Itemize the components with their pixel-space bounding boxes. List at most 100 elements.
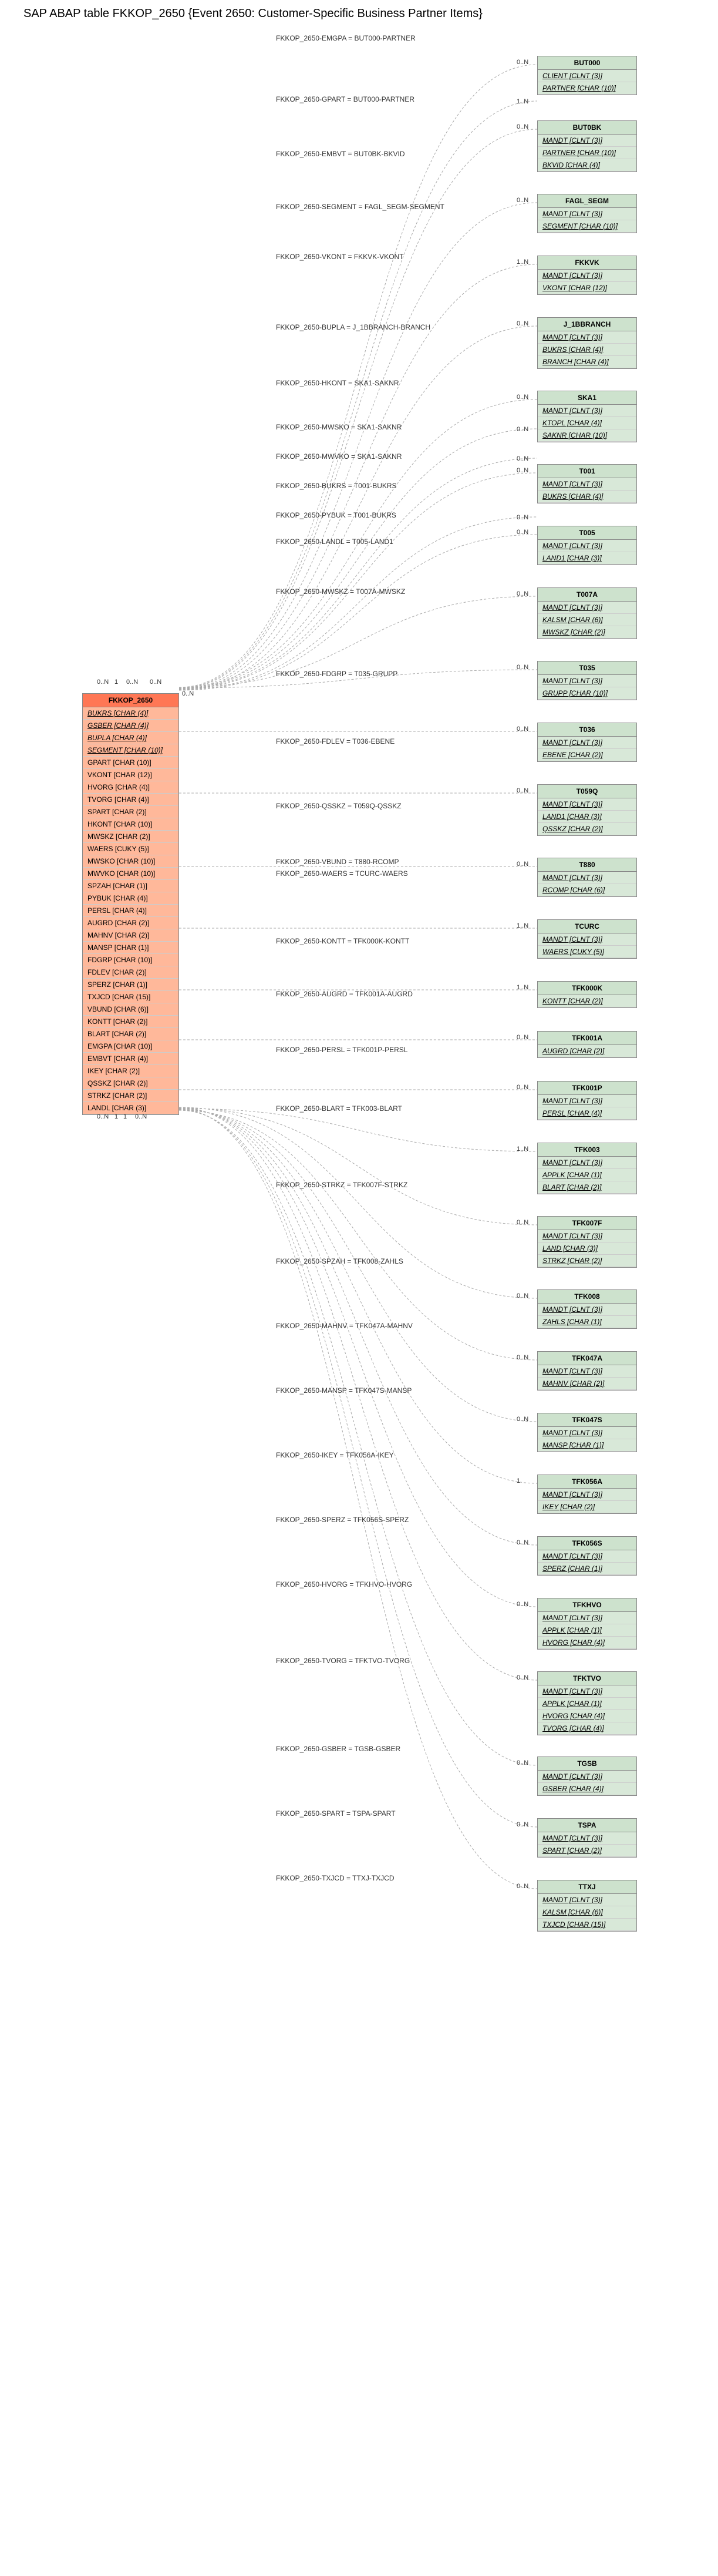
edge-label: FKKOP_2650-WAERS = TCURC-WAERS: [276, 869, 408, 878]
target-table: TFK047SMANDT [CLNT (3)]MANSP [CHAR (1)]: [537, 1413, 637, 1452]
target-table-header: T035: [538, 661, 636, 675]
cardinality-right: 0..N: [517, 1674, 528, 1681]
cardinality-right: 0..N: [517, 426, 528, 433]
cardinality-right: 0..N: [517, 1219, 528, 1226]
edge-label: FKKOP_2650-MWSKO = SKA1-SAKNR: [276, 423, 402, 431]
main-table-row: VKONT [CHAR (12)]: [83, 769, 178, 781]
target-table-row: GSBER [CHAR (4)]: [538, 1783, 636, 1795]
edge-label: FKKOP_2650-HKONT = SKA1-SAKNR: [276, 379, 399, 387]
target-table-row: MANDT [CLNT (3)]: [538, 1365, 636, 1378]
cardinality-right: 0..N: [517, 590, 528, 597]
target-table-header: SKA1: [538, 391, 636, 405]
target-table: TFK047AMANDT [CLNT (3)]MAHNV [CHAR (2)]: [537, 1351, 637, 1391]
cardinality-left: 0..N: [150, 679, 161, 686]
target-table: TFK007FMANDT [CLNT (3)]LAND [CHAR (3)]ST…: [537, 1216, 637, 1268]
target-table: J_1BBRANCHMANDT [CLNT (3)]BUKRS [CHAR (4…: [537, 317, 637, 369]
target-table-row: MANDT [CLNT (3)]: [538, 1304, 636, 1316]
target-table-row: PARTNER [CHAR (10)]: [538, 147, 636, 159]
main-table-row: FDLEV [CHAR (2)]: [83, 966, 178, 979]
target-table-header: T001: [538, 465, 636, 478]
target-table-row: MANDT [CLNT (3)]: [538, 1550, 636, 1563]
cardinality-right: 0..N: [517, 1821, 528, 1828]
cardinality-left: 1: [123, 1113, 127, 1120]
target-table: T880MANDT [CLNT (3)]RCOMP [CHAR (6)]: [537, 858, 637, 897]
cardinality-right: 0..N: [517, 1759, 528, 1766]
main-table-row: MWVKO [CHAR (10)]: [83, 868, 178, 880]
main-table-row: BUPLA [CHAR (4)]: [83, 732, 178, 744]
edge-label: FKKOP_2650-VBUND = T880-RCOMP: [276, 858, 399, 866]
target-table: TCURCMANDT [CLNT (3)]WAERS [CUKY (5)]: [537, 919, 637, 959]
target-table: T035MANDT [CLNT (3)]GRUPP [CHAR (10)]: [537, 661, 637, 700]
target-table: TSPAMANDT [CLNT (3)]SPART [CHAR (2)]: [537, 1818, 637, 1858]
target-table-row: MANDT [CLNT (3)]: [538, 1230, 636, 1242]
main-table-row: BLART [CHAR (2)]: [83, 1028, 178, 1040]
main-table-row: QSSKZ [CHAR (2)]: [83, 1077, 178, 1090]
main-table-header: FKKOP_2650: [83, 694, 178, 707]
target-table-row: MANDT [CLNT (3)]: [538, 1685, 636, 1698]
target-table: TFK008MANDT [CLNT (3)]ZAHLS [CHAR (1)]: [537, 1289, 637, 1329]
target-table-header: TTXJ: [538, 1880, 636, 1894]
target-table-row: MANDT [CLNT (3)]: [538, 1095, 636, 1107]
cardinality-right: 0..N: [517, 1084, 528, 1091]
cardinality-right: 0..N: [517, 1883, 528, 1890]
edge-label: FKKOP_2650-KONTT = TFK000K-KONTT: [276, 937, 409, 945]
target-table-header: TFK056A: [538, 1475, 636, 1489]
target-table-row: BRANCH [CHAR (4)]: [538, 356, 636, 368]
edge-label: FKKOP_2650-BLART = TFK003-BLART: [276, 1104, 402, 1113]
main-table-row: SPART [CHAR (2)]: [83, 806, 178, 818]
target-table-row: MANDT [CLNT (3)]: [538, 602, 636, 614]
target-table-row: IKEY [CHAR (2)]: [538, 1501, 636, 1513]
main-table-row: LANDL [CHAR (3)]: [83, 1102, 178, 1114]
main-table-row: VBUND [CHAR (6)]: [83, 1003, 178, 1016]
target-table-row: MANDT [CLNT (3)]: [538, 798, 636, 811]
target-table-header: TCURC: [538, 920, 636, 933]
edge-label: FKKOP_2650-FDGRP = T035-GRUPP: [276, 670, 397, 678]
target-table-row: HVORG [CHAR (4)]: [538, 1637, 636, 1649]
target-table-row: MANDT [CLNT (3)]: [538, 872, 636, 884]
target-table: TGSBMANDT [CLNT (3)]GSBER [CHAR (4)]: [537, 1756, 637, 1796]
main-table-row: BUKRS [CHAR (4)]: [83, 707, 178, 720]
main-table-row: PERSL [CHAR (4)]: [83, 905, 178, 917]
target-table-row: MANDT [CLNT (3)]: [538, 478, 636, 491]
target-table-row: MANDT [CLNT (3)]: [538, 675, 636, 687]
target-table-row: MANDT [CLNT (3)]: [538, 1157, 636, 1169]
target-table: TTXJMANDT [CLNT (3)]KALSM [CHAR (6)]TXJC…: [537, 1880, 637, 1932]
target-table-row: HVORG [CHAR (4)]: [538, 1710, 636, 1722]
target-table-header: TFK001P: [538, 1082, 636, 1095]
target-table-row: MANDT [CLNT (3)]: [538, 405, 636, 417]
target-table-row: SPERZ [CHAR (1)]: [538, 1563, 636, 1575]
edge-label: FKKOP_2650-HVORG = TFKHVO-HVORG: [276, 1580, 412, 1588]
edge-label: FKKOP_2650-VKONT = FKKVK-VKONT: [276, 253, 404, 261]
edge-label: FKKOP_2650-AUGRD = TFK001A-AUGRD: [276, 990, 413, 998]
main-table-row: GPART [CHAR (10)]: [83, 757, 178, 769]
edge-label: FKKOP_2650-SPERZ = TFK056S-SPERZ: [276, 1516, 409, 1524]
edge-label: FKKOP_2650-FDLEV = T036-EBENE: [276, 737, 395, 745]
cardinality-left: 1: [114, 1113, 118, 1120]
edge-label: FKKOP_2650-BUPLA = J_1BBRANCH-BRANCH: [276, 323, 430, 331]
cardinality-right: 0..N: [517, 514, 528, 521]
target-table-row: CLIENT [CLNT (3)]: [538, 70, 636, 82]
target-table-row: PARTNER [CHAR (10)]: [538, 82, 636, 95]
edge-label: FKKOP_2650-STRKZ = TFK007F-STRKZ: [276, 1181, 407, 1189]
main-table-row: MANSP [CHAR (1)]: [83, 942, 178, 954]
target-table: T059QMANDT [CLNT (3)]LAND1 [CHAR (3)]QSS…: [537, 784, 637, 836]
cardinality-left: 0..N: [182, 690, 194, 697]
cardinality-right: 1..N: [517, 984, 528, 991]
target-table-header: J_1BBRANCH: [538, 318, 636, 331]
main-table-row: KONTT [CHAR (2)]: [83, 1016, 178, 1028]
cardinality-right: 0..N: [517, 320, 528, 327]
cardinality-right: 0..N: [517, 1292, 528, 1299]
target-table-row: MANDT [CLNT (3)]: [538, 1894, 636, 1906]
edge-label: FKKOP_2650-TVORG = TFKTVO-TVORG: [276, 1657, 410, 1665]
cardinality-right: 0..N: [517, 1354, 528, 1361]
target-table: FKKVKMANDT [CLNT (3)]VKONT [CHAR (12)]: [537, 256, 637, 295]
cardinality-right: 0..N: [517, 1416, 528, 1423]
main-table-row: HKONT [CHAR (10)]: [83, 818, 178, 831]
target-table-header: TFK000K: [538, 982, 636, 995]
target-table-header: TFK001A: [538, 1032, 636, 1045]
target-table: TFKTVOMANDT [CLNT (3)]APPLK [CHAR (1)]HV…: [537, 1671, 637, 1735]
target-table: TFK000KKONTT [CHAR (2)]: [537, 981, 637, 1008]
target-table-row: BUKRS [CHAR (4)]: [538, 491, 636, 503]
target-table-header: TFKTVO: [538, 1672, 636, 1685]
cardinality-right: 0..N: [517, 455, 528, 462]
